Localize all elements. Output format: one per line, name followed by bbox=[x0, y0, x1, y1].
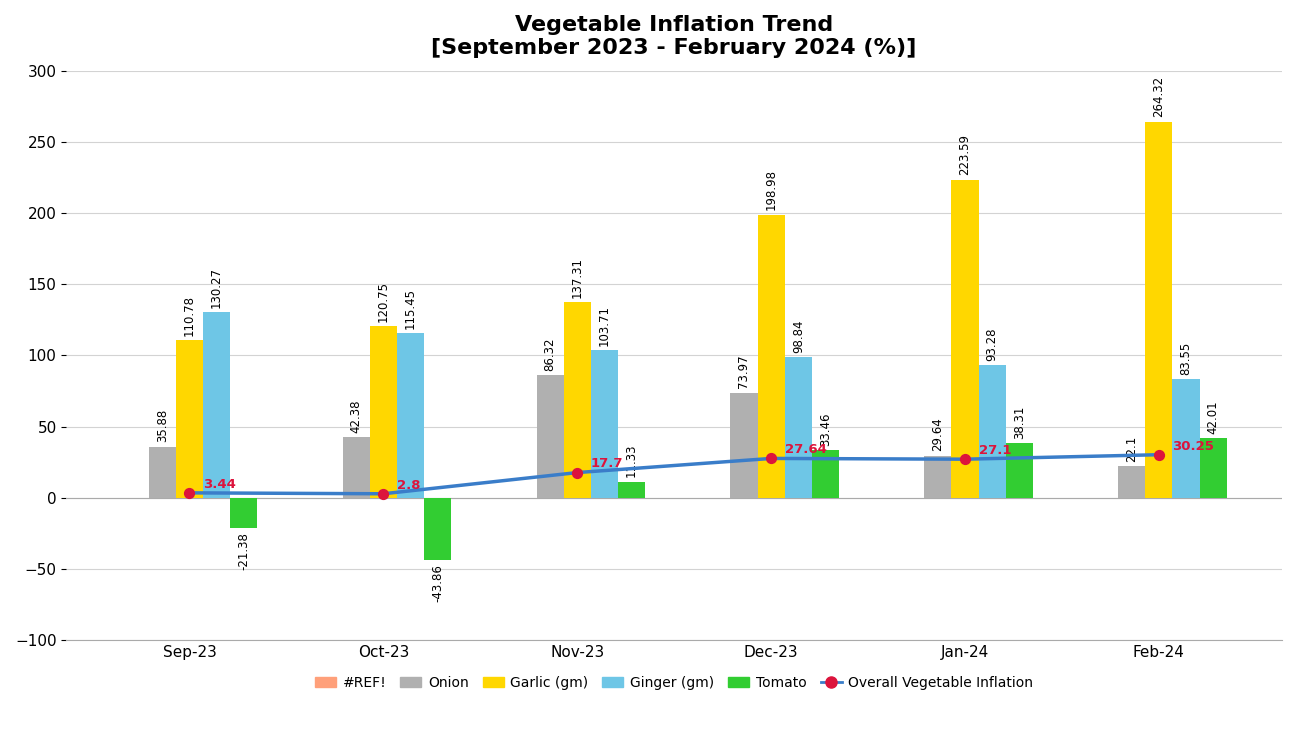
Bar bbox=[978, 365, 1005, 498]
Text: 264.32: 264.32 bbox=[1152, 76, 1166, 118]
Bar bbox=[342, 437, 370, 498]
Text: 86.32: 86.32 bbox=[543, 337, 556, 371]
Text: 42.38: 42.38 bbox=[350, 400, 363, 433]
Text: 29.64: 29.64 bbox=[931, 417, 944, 452]
Text: 2.8: 2.8 bbox=[397, 479, 420, 491]
Bar bbox=[591, 351, 617, 498]
Point bbox=[955, 453, 975, 465]
Point bbox=[761, 452, 782, 464]
Bar bbox=[785, 357, 812, 498]
Text: 198.98: 198.98 bbox=[765, 169, 778, 210]
Text: 83.55: 83.55 bbox=[1179, 342, 1192, 374]
Bar bbox=[1145, 121, 1172, 498]
Text: 33.46: 33.46 bbox=[818, 413, 831, 446]
Bar bbox=[204, 312, 230, 498]
Point bbox=[567, 467, 588, 479]
Text: 120.75: 120.75 bbox=[377, 281, 390, 321]
Text: 35.88: 35.88 bbox=[156, 409, 169, 443]
Bar bbox=[537, 375, 564, 498]
Bar bbox=[812, 450, 839, 498]
Text: 11.33: 11.33 bbox=[625, 444, 638, 477]
Bar bbox=[424, 498, 451, 560]
Text: 103.71: 103.71 bbox=[598, 305, 611, 346]
Bar bbox=[1005, 443, 1032, 498]
Bar bbox=[230, 498, 257, 528]
Text: 223.59: 223.59 bbox=[958, 134, 971, 175]
Title: Vegetable Inflation Trend
[September 2023 - February 2024 (%)]: Vegetable Inflation Trend [September 202… bbox=[432, 15, 917, 58]
Bar bbox=[952, 180, 978, 498]
Bar bbox=[757, 215, 785, 498]
Text: -43.86: -43.86 bbox=[431, 565, 444, 602]
Text: 42.01: 42.01 bbox=[1206, 400, 1219, 434]
Bar bbox=[617, 482, 645, 498]
Text: 22.1: 22.1 bbox=[1126, 436, 1139, 462]
Text: 130.27: 130.27 bbox=[210, 267, 223, 308]
Bar bbox=[925, 455, 952, 498]
Point bbox=[1149, 449, 1170, 461]
Bar bbox=[149, 446, 176, 498]
Text: 27.64: 27.64 bbox=[785, 443, 826, 456]
Legend: #REF!, Onion, Garlic (gm), Ginger (gm), Tomato, Overall Vegetable Inflation: #REF!, Onion, Garlic (gm), Ginger (gm), … bbox=[309, 670, 1039, 696]
Bar bbox=[1200, 438, 1227, 498]
Text: 38.31: 38.31 bbox=[1013, 406, 1026, 439]
Text: 17.7: 17.7 bbox=[591, 458, 624, 470]
Bar bbox=[176, 340, 204, 498]
Text: 73.97: 73.97 bbox=[738, 354, 751, 388]
Text: 93.28: 93.28 bbox=[986, 327, 999, 361]
Bar bbox=[370, 326, 397, 498]
Bar bbox=[1118, 467, 1145, 498]
Bar bbox=[730, 392, 757, 498]
Text: 115.45: 115.45 bbox=[403, 288, 418, 330]
Bar bbox=[1172, 379, 1200, 498]
Text: -21.38: -21.38 bbox=[237, 533, 250, 570]
Text: 27.1: 27.1 bbox=[978, 444, 1012, 457]
Text: 137.31: 137.31 bbox=[571, 257, 584, 298]
Text: 110.78: 110.78 bbox=[183, 295, 196, 336]
Bar bbox=[564, 303, 591, 498]
Text: 3.44: 3.44 bbox=[204, 478, 236, 491]
Text: 30.25: 30.25 bbox=[1172, 440, 1214, 452]
Point bbox=[374, 488, 394, 500]
Bar bbox=[397, 333, 424, 498]
Text: 98.84: 98.84 bbox=[791, 319, 804, 353]
Point bbox=[179, 487, 200, 499]
